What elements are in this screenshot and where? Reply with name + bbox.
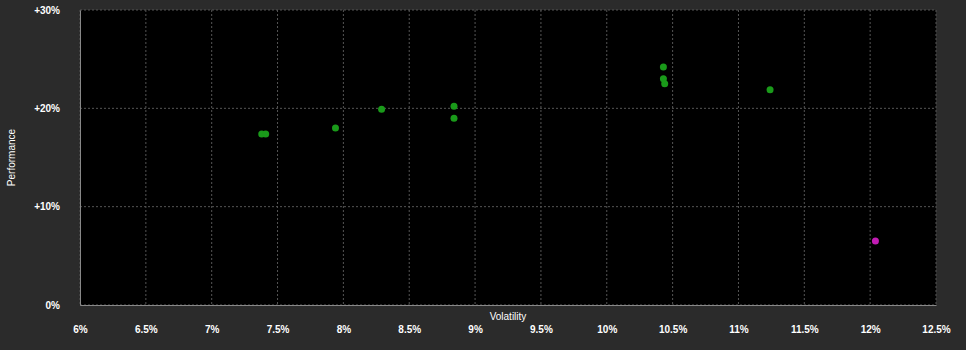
y-tick-label: +10% (34, 201, 60, 212)
point (332, 125, 339, 132)
x-tick: 9% (468, 305, 483, 335)
x-tick-label: 9% (468, 324, 483, 335)
y-tick-label: 0% (46, 300, 61, 311)
x-tick-label: 7.5% (267, 324, 290, 335)
x-tick-label: 9.5% (530, 324, 553, 335)
y-axis-line (80, 11, 81, 306)
x-tick-label: 12.5% (922, 324, 950, 335)
x-tick: 8.5% (398, 305, 421, 335)
x-tick-label: 11% (729, 324, 749, 335)
point (872, 238, 879, 245)
grid-line-y (80, 108, 936, 109)
grid-line-x (606, 10, 607, 305)
y-tick: +30% (34, 5, 80, 16)
grid (80, 10, 936, 305)
grid-line-x (343, 10, 344, 305)
x-tick-label: 8% (337, 324, 352, 335)
points (258, 64, 879, 245)
x-axis-line (81, 305, 937, 306)
x-tick-label: 11.5% (791, 324, 819, 335)
x-tick: 6% (73, 305, 88, 335)
grid-line-x (936, 10, 937, 305)
grid-line-y (80, 305, 936, 306)
grid-line-x (804, 10, 805, 305)
x-tick-label: 10% (597, 324, 617, 335)
y-axis: 0% +10% +20% +30% (34, 5, 80, 311)
x-tick-label: 12% (861, 324, 881, 335)
y-tick: +10% (34, 201, 80, 212)
plot: 6% 6.5% 7% 7.5% 8% 8.5% 9% 9.5% 10% 10.5% 11% 11.5%… (34, 5, 951, 335)
x-tick-label: 7% (205, 324, 220, 335)
grid-line-x (540, 10, 541, 305)
x-tick: 10.5% (659, 305, 687, 335)
x-tick-label: 6.5% (135, 324, 158, 335)
y-tick: 0% (46, 300, 80, 311)
background (0, 0, 966, 350)
x-tick-label: 6% (73, 324, 88, 335)
grid-line-x (672, 10, 673, 305)
point (378, 106, 385, 113)
x-axis-title: Volatility (490, 311, 527, 322)
grid-line-x (277, 10, 278, 305)
chart: 6% 6.5% 7% 7.5% 8% 8.5% 9% 9.5% 10% 10.5% 11% 11.5%… (0, 0, 966, 350)
x-tick: 7.5% (267, 305, 290, 335)
plot-area (80, 10, 936, 305)
grid-line-y (80, 10, 936, 11)
x-tick: 9.5% (530, 305, 553, 335)
x-axis: 6% 6.5% 7% 7.5% 8% 8.5% 9% 9.5% 10% 10.5% 11% 11.5%… (73, 305, 951, 335)
x-tick: 12.5% (922, 305, 950, 335)
point (767, 86, 774, 93)
grid-line-x (211, 10, 212, 305)
y-tick: +20% (34, 103, 80, 114)
point (262, 130, 269, 137)
x-tick: 7% (205, 305, 220, 335)
point (451, 115, 458, 122)
grid-line-y (80, 206, 936, 207)
grid-line-x (738, 10, 739, 305)
x-tick: 6.5% (135, 305, 158, 335)
y-axis-title: Performance (6, 128, 17, 186)
x-tick-label: 10.5% (659, 324, 687, 335)
x-tick: 11% (729, 305, 749, 335)
x-tick-label: 8.5% (398, 324, 421, 335)
x-tick: 10% (597, 305, 617, 335)
point (661, 80, 668, 87)
grid-line-x (80, 10, 81, 305)
grid-line-x (870, 10, 871, 305)
x-tick: 8% (337, 305, 352, 335)
y-tick-label: +20% (34, 103, 60, 114)
x-tick: 12% (861, 305, 881, 335)
grid-line-x (409, 10, 410, 305)
grid-line-x (475, 10, 476, 305)
grid-line-x (145, 10, 146, 305)
point (660, 64, 667, 71)
point (451, 103, 458, 110)
x-tick: 11.5% (791, 305, 819, 335)
y-tick-label: +30% (34, 5, 60, 16)
